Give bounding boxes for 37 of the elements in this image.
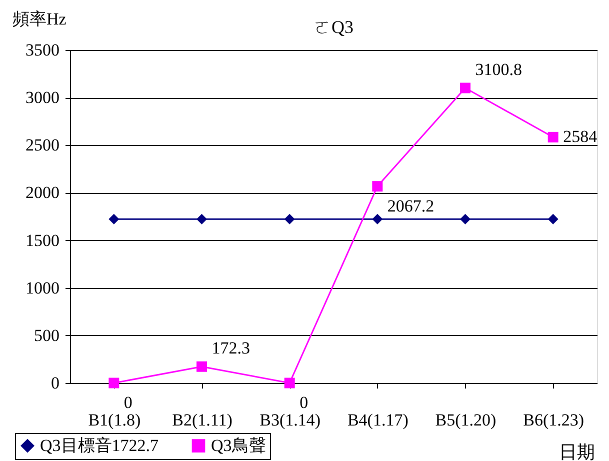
point — [460, 214, 470, 224]
point — [460, 82, 470, 94]
x-tick-label: B5(1.20) — [435, 410, 496, 430]
data-label: 172.3 — [212, 338, 250, 358]
x-tick-label: B1(1.8) — [88, 410, 141, 430]
chart-title: ㄛQ3 — [314, 17, 354, 37]
y-tick-label: 3000 — [26, 88, 60, 108]
point — [108, 214, 120, 224]
y-axis-title: 頻率Hz — [12, 10, 67, 28]
point — [372, 181, 383, 192]
y-tick-label: 500 — [34, 326, 60, 345]
point — [372, 214, 383, 224]
x-tick-label: B4(1.17) — [347, 410, 408, 430]
point — [108, 378, 120, 388]
data-label: 2584 — [563, 127, 598, 146]
x-axis-title: 日期 — [559, 442, 595, 461]
data-label: 0 — [300, 393, 308, 412]
x-tick-label: B6(1.23) — [523, 410, 584, 430]
x-tick-label: B3(1.14) — [260, 410, 321, 430]
data-label: 0 — [124, 393, 132, 412]
point — [548, 214, 558, 224]
point — [196, 361, 207, 372]
x-tick-label: B2(1.11) — [172, 410, 232, 430]
data-label: 3100.8 — [475, 60, 522, 79]
legend-label: Q3鳥聲 — [211, 436, 266, 455]
point — [284, 214, 295, 224]
y-tick-label: 0 — [51, 374, 60, 392]
y-tick-label: 2500 — [26, 136, 60, 155]
point — [548, 132, 558, 142]
y-tick-label: 1000 — [26, 278, 60, 298]
y-tick-label: 3500 — [26, 40, 60, 60]
legend-label: Q3目標音1722.7 — [40, 436, 160, 455]
data-label: 2067.2 — [387, 196, 434, 216]
point — [196, 214, 207, 224]
y-tick-label: 2000 — [26, 183, 60, 202]
point — [284, 378, 295, 388]
y-tick-label: 1500 — [26, 230, 60, 250]
